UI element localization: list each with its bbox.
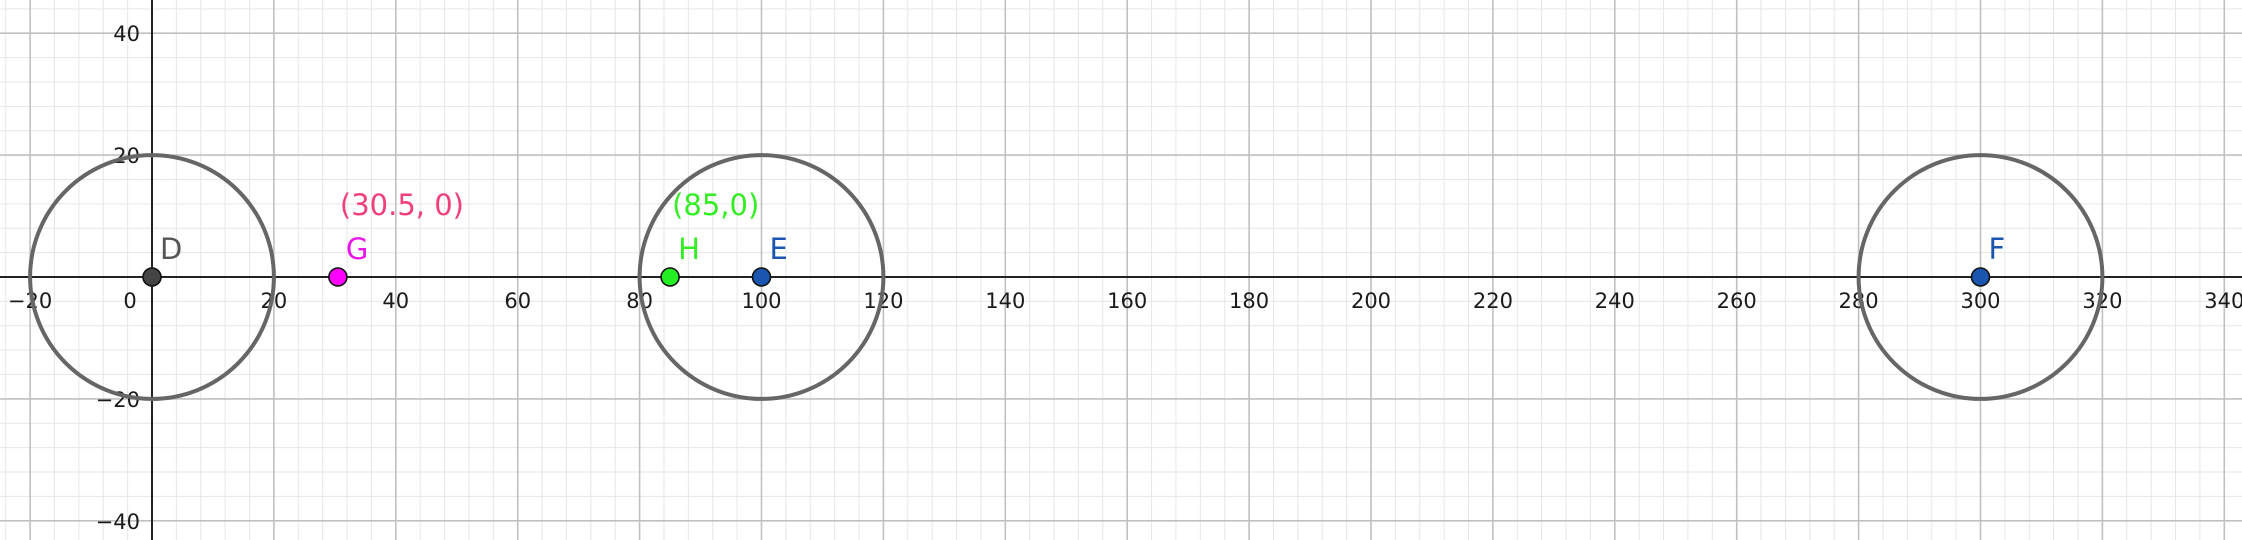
x-tick-label: 100 [741, 289, 781, 313]
circles [28, 153, 2105, 401]
x-tick-label: 240 [1595, 289, 1635, 313]
point-h [660, 267, 680, 287]
point-d [142, 267, 162, 287]
circle [28, 153, 276, 401]
x-tick-label: 60 [504, 289, 531, 313]
point-labels: D G H E F (30.5, 0) (85,0) [160, 188, 2005, 266]
x-tick-label: 200 [1351, 289, 1391, 313]
x-tick-label: 0 [123, 289, 136, 313]
y-tick-label: 40 [113, 22, 140, 46]
x-tick-label: 180 [1229, 289, 1269, 313]
point-label-g: G [346, 232, 368, 266]
point-label-f: F [1989, 232, 2006, 266]
point-label-d: D [160, 232, 182, 266]
coordinate-annotation: (85,0) [672, 188, 759, 222]
point-g [328, 267, 348, 287]
x-tick-label: 140 [985, 289, 1025, 313]
x-tick-label: 300 [1960, 289, 2000, 313]
point-f [1970, 267, 1991, 287]
circle [637, 153, 886, 401]
x-tick-label: 260 [1717, 289, 1757, 313]
points [142, 267, 1991, 287]
x-tick-label: 160 [1107, 289, 1147, 313]
circle [1856, 153, 2105, 401]
point-label-e: E [770, 232, 788, 266]
point-label-h: H [678, 232, 700, 266]
x-tick-label: 40 [382, 289, 409, 313]
point-e [751, 267, 772, 287]
x-tick-label: 220 [1473, 289, 1513, 313]
coordinate-annotation: (30.5, 0) [340, 188, 464, 222]
x-tick-label: 340 [2204, 289, 2242, 313]
y-tick-label: −40 [96, 510, 140, 534]
tick-labels: −20 0 20 40 60 80 100 120 140 160 180 200 220 240 260 2… [8, 22, 2242, 534]
y-tick-label: −20 [96, 388, 140, 412]
